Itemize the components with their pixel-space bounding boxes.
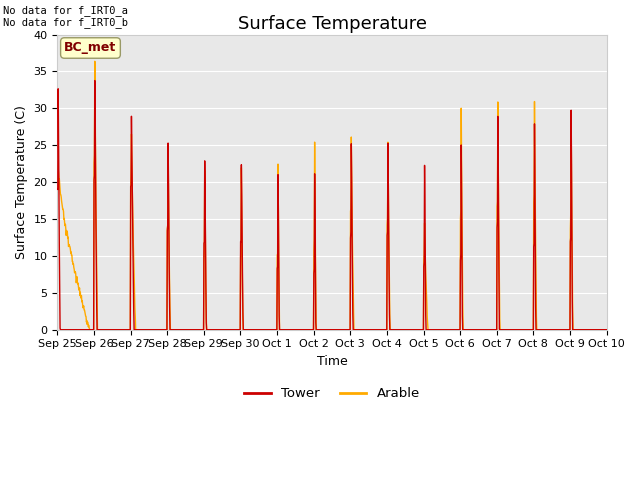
Title: Surface Temperature: Surface Temperature <box>237 15 426 33</box>
Legend: Tower, Arable: Tower, Arable <box>239 382 425 406</box>
Text: BC_met: BC_met <box>65 41 116 55</box>
Text: No data for f_IRT0_a
No data for f_IRT0_b: No data for f_IRT0_a No data for f_IRT0_… <box>3 5 128 28</box>
Y-axis label: Surface Temperature (C): Surface Temperature (C) <box>15 105 28 259</box>
X-axis label: Time: Time <box>317 355 348 368</box>
